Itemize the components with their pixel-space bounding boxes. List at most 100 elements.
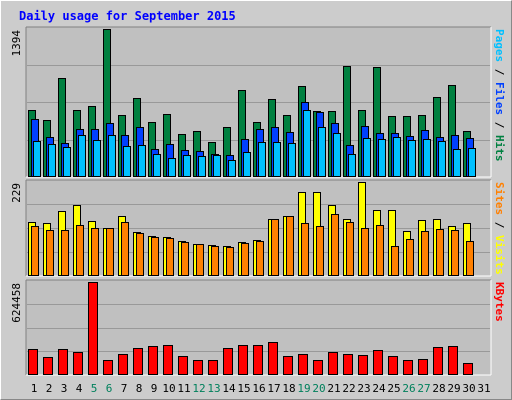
x-tick-label-day-6: 6 bbox=[106, 382, 113, 395]
visits-bar-sites-day-3 bbox=[61, 230, 69, 276]
hits-bar-pages-day-21 bbox=[333, 133, 341, 177]
visits-bar-sites-day-26 bbox=[406, 239, 414, 276]
hits-bar-pages-day-14 bbox=[228, 160, 236, 177]
kbytes-panel: 624458 KBytes bbox=[10, 279, 506, 376]
kbytes-bar-kbytes-day-20 bbox=[313, 360, 323, 375]
hits-bar-pages-day-24 bbox=[378, 139, 386, 177]
kbytes-bar-kbytes-day-22 bbox=[343, 354, 353, 375]
visits-bar-sites-day-19 bbox=[301, 223, 309, 276]
visits-legend-label: Sites / Visits bbox=[493, 182, 506, 275]
visits-bar-sites-day-28 bbox=[436, 229, 444, 276]
visits-bar-sites-day-15 bbox=[241, 243, 249, 276]
x-tick-label-day-21: 21 bbox=[327, 382, 340, 395]
visits-bar-sites-day-30 bbox=[466, 241, 474, 276]
kbytes-bar-kbytes-day-25 bbox=[388, 356, 398, 375]
x-tick-label-day-1: 1 bbox=[31, 382, 38, 395]
hits-legend-part-0: Pages bbox=[493, 29, 506, 62]
visits-bar-sites-day-5 bbox=[91, 228, 99, 276]
kbytes-bar-kbytes-day-28 bbox=[433, 347, 443, 375]
hits-bar-pages-day-5 bbox=[93, 140, 101, 177]
kbytes-bar-kbytes-day-16 bbox=[253, 345, 263, 375]
visits-bar-sites-day-27 bbox=[421, 231, 429, 276]
x-tick-label-day-20: 20 bbox=[312, 382, 325, 395]
hits-bar-pages-day-8 bbox=[138, 145, 146, 177]
visits-bar-sites-day-23 bbox=[361, 228, 369, 276]
kbytes-bar-kbytes-day-1 bbox=[28, 349, 38, 375]
hits-legend-part-2: Files bbox=[493, 82, 506, 115]
visits-bar-sites-day-11 bbox=[181, 242, 189, 276]
hits-bar-pages-day-7 bbox=[123, 146, 131, 177]
kbytes-bar-kbytes-day-7 bbox=[118, 354, 128, 375]
hits-bar-pages-day-4 bbox=[78, 135, 86, 177]
kbytes-bar-kbytes-day-11 bbox=[178, 356, 188, 375]
hits-bar-pages-day-27 bbox=[423, 139, 431, 177]
hits-bar-pages-day-6 bbox=[108, 135, 116, 177]
hits-bar-pages-day-30 bbox=[468, 148, 476, 177]
kbytes-bar-kbytes-day-9 bbox=[148, 346, 158, 375]
visits-bar-sites-day-29 bbox=[451, 230, 459, 276]
x-tick-label-day-8: 8 bbox=[136, 382, 143, 395]
visits-bar-sites-day-2 bbox=[46, 230, 54, 276]
visits-bar-sites-day-20 bbox=[316, 226, 324, 276]
kbytes-bar-kbytes-day-6 bbox=[103, 360, 113, 375]
x-tick-label-day-3: 3 bbox=[61, 382, 68, 395]
x-tick-label-day-18: 18 bbox=[282, 382, 295, 395]
hits-bar-pages-day-1 bbox=[33, 141, 41, 177]
hits-legend-label: Pages / Files / Hits bbox=[493, 29, 506, 162]
x-tick-label-day-22: 22 bbox=[342, 382, 355, 395]
kbytes-bar-kbytes-day-24 bbox=[373, 350, 383, 375]
hits-legend-part-1: / bbox=[493, 62, 506, 82]
hits-bar-pages-day-23 bbox=[363, 138, 371, 177]
kbytes-bar-kbytes-day-21 bbox=[328, 352, 338, 375]
kbytes-bar-kbytes-day-18 bbox=[283, 356, 293, 375]
visits-bar-sites-day-24 bbox=[376, 225, 384, 276]
hits-bar-pages-day-11 bbox=[183, 155, 191, 177]
kbytes-bar-kbytes-day-30 bbox=[463, 363, 473, 375]
visits-bar-sites-day-9 bbox=[151, 237, 159, 276]
hits-bar-pages-day-22 bbox=[348, 154, 356, 177]
visits-bar-sites-day-7 bbox=[121, 222, 129, 276]
kbytes-bar-kbytes-day-29 bbox=[448, 346, 458, 375]
hits-bar-pages-day-10 bbox=[168, 158, 176, 177]
kbytes-bar-kbytes-day-5 bbox=[88, 282, 98, 375]
kbytes-bar-kbytes-day-27 bbox=[418, 359, 428, 375]
kbytes-legend-part-0: KBytes bbox=[493, 282, 506, 322]
visits-bar-sites-day-17 bbox=[271, 219, 279, 276]
hits-bar-pages-day-19 bbox=[303, 110, 311, 177]
hits-bar-pages-day-20 bbox=[318, 127, 326, 177]
kbytes-bar-kbytes-day-26 bbox=[403, 360, 413, 375]
hits-series-pages bbox=[33, 110, 476, 177]
x-tick-label-day-4: 4 bbox=[76, 382, 83, 395]
kbytes-max-label: 624458 bbox=[10, 283, 23, 323]
visits-legend-part-1: / bbox=[493, 215, 506, 235]
hits-bar-pages-day-2 bbox=[48, 144, 56, 177]
hits-panel: 1394 Pages / Files / Hits bbox=[10, 26, 506, 178]
x-tick-label-day-7: 7 bbox=[121, 382, 128, 395]
visits-bar-sites-day-14 bbox=[226, 247, 234, 276]
kbytes-bar-kbytes-day-8 bbox=[133, 348, 143, 375]
hits-bar-pages-day-16 bbox=[258, 142, 266, 177]
hits-bar-pages-day-15 bbox=[243, 152, 251, 177]
visits-bar-sites-day-25 bbox=[391, 246, 399, 276]
visits-bar-sites-day-13 bbox=[211, 246, 219, 276]
hits-legend-part-4: Hits bbox=[493, 135, 506, 162]
hits-bar-pages-day-18 bbox=[288, 143, 296, 177]
visits-bar-sites-day-6 bbox=[106, 228, 114, 276]
visits-bar-sites-day-18 bbox=[286, 216, 294, 276]
x-tick-label-day-13: 13 bbox=[207, 382, 220, 395]
x-tick-label-day-12: 12 bbox=[192, 382, 205, 395]
x-tick-label-day-28: 28 bbox=[432, 382, 445, 395]
x-tick-label-day-25: 25 bbox=[387, 382, 400, 395]
hits-max-label: 1394 bbox=[10, 30, 23, 57]
kbytes-bar-kbytes-day-3 bbox=[58, 349, 68, 375]
x-tick-label-day-29: 29 bbox=[447, 382, 460, 395]
x-tick-label-day-27: 27 bbox=[417, 382, 430, 395]
kbytes-series-kbytes bbox=[28, 282, 473, 375]
kbytes-bar-kbytes-day-17 bbox=[268, 342, 278, 375]
x-tick-label-day-31: 31 bbox=[477, 382, 490, 395]
kbytes-bar-kbytes-day-12 bbox=[193, 360, 203, 375]
visits-max-label: 229 bbox=[10, 183, 23, 203]
x-tick-label-day-10: 10 bbox=[162, 382, 175, 395]
kbytes-bar-kbytes-day-10 bbox=[163, 345, 173, 375]
